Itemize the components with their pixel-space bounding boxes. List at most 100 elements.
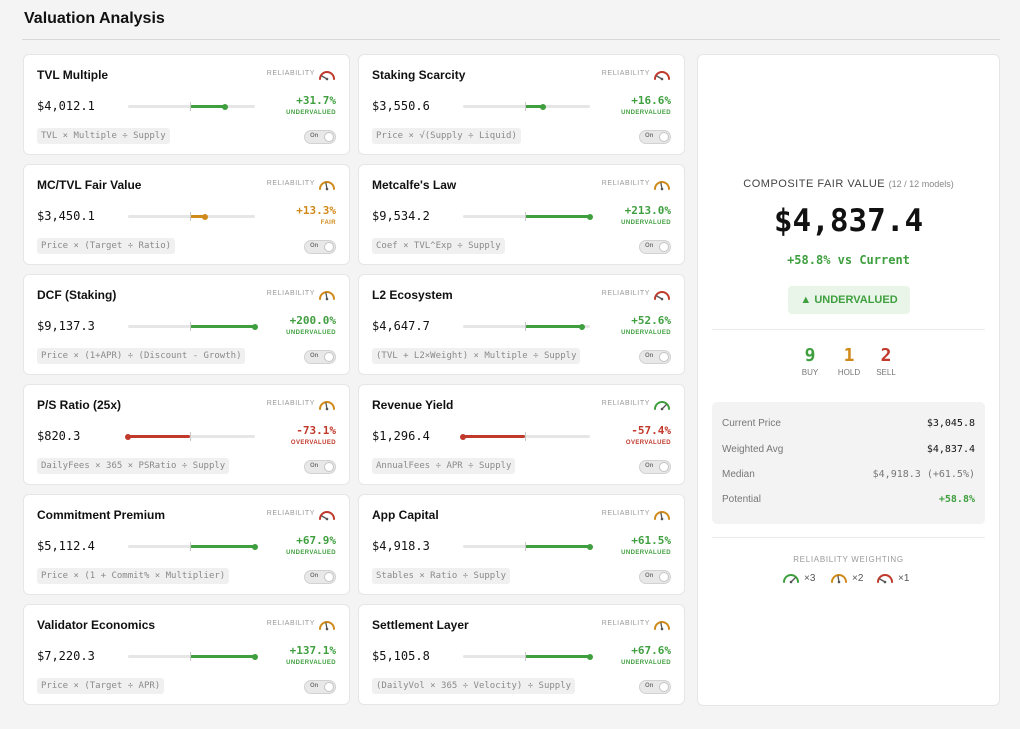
toggle-knob xyxy=(324,132,334,142)
model-card: Revenue Yield RELIABILITY $1,296.4 -57.4% OV… xyxy=(358,384,685,485)
model-card: Staking Scarcity RELIABILITY $3,550.6 +16.6… xyxy=(358,54,685,155)
current-price-marker xyxy=(190,212,191,221)
formula-chip: Coef × TVL^Exp ÷ Supply xyxy=(372,238,505,254)
valuation-dot xyxy=(540,103,546,110)
composite-panel: COMPOSITE FAIR VALUE (12 / 12 models) $4… xyxy=(697,54,1000,706)
composite-badge: ▲ UNDERVALUED xyxy=(788,286,910,314)
toggle-label: On xyxy=(310,243,319,249)
model-toggle[interactable]: On xyxy=(304,350,336,364)
valuation-fill xyxy=(525,325,582,328)
toggle-label: On xyxy=(310,683,319,689)
verdict-label: UNDERVALUED xyxy=(621,330,671,336)
current-price-marker xyxy=(190,432,191,441)
model-toggle[interactable]: On xyxy=(304,570,336,584)
model-value: $3,450.1 xyxy=(37,209,95,223)
change-percent: +137.1% xyxy=(289,644,336,657)
toggle-label: On xyxy=(310,133,319,139)
current-price-marker xyxy=(190,102,191,111)
valuation-fill xyxy=(190,545,255,548)
current-price-marker xyxy=(525,542,526,551)
formula-chip: Price × (Target ÷ Ratio) xyxy=(37,238,176,254)
change-percent: +13.3% xyxy=(296,204,336,217)
reliability-label: RELIABILITY xyxy=(601,510,650,517)
model-toggle[interactable]: On xyxy=(304,240,336,254)
toggle-label: On xyxy=(310,463,319,469)
formula-chip: (TVL + L2×Weight) × Multiple ÷ Supply xyxy=(372,348,581,364)
model-toggle[interactable]: On xyxy=(639,570,671,584)
verdict-label: UNDERVALUED xyxy=(621,110,671,116)
reliability-gauge-icon xyxy=(318,288,336,301)
model-card: App Capital RELIABILITY $4,918.3 +61.5% UNDE… xyxy=(358,494,685,595)
verdict-label: FAIR xyxy=(320,220,336,226)
change-percent: -57.4% xyxy=(631,424,671,437)
tally-sell: 2 SELL xyxy=(866,345,906,377)
verdict-label: UNDERVALUED xyxy=(286,550,336,556)
reliability-label: RELIABILITY xyxy=(266,400,315,407)
reliability-label: RELIABILITY xyxy=(266,620,315,627)
model-name: Revenue Yield xyxy=(372,398,454,412)
toggle-knob xyxy=(659,462,669,472)
reliability-gauge-icon xyxy=(318,618,336,631)
toggle-label: On xyxy=(645,573,654,579)
stat-row: Current Price $3,045.8 xyxy=(722,418,975,432)
reliability-label: RELIABILITY xyxy=(266,290,315,297)
stat-label: Potential xyxy=(722,494,761,505)
formula-chip: Price × (Target ÷ APR) xyxy=(37,678,165,694)
model-toggle[interactable]: On xyxy=(639,460,671,474)
model-value: $3,550.6 xyxy=(372,99,430,113)
change-percent: +61.5% xyxy=(631,534,671,547)
tally-label: SELL xyxy=(876,368,896,377)
reliability-label: RELIABILITY xyxy=(601,620,650,627)
model-name: TVL Multiple xyxy=(37,68,109,82)
model-toggle[interactable]: On xyxy=(639,680,671,694)
reliability-gauge-icon xyxy=(318,508,336,521)
model-toggle[interactable]: On xyxy=(639,130,671,144)
formula-chip: Price × (1 + Commit% × Multiplier) xyxy=(37,568,230,584)
model-card: P/S Ratio (25x) RELIABILITY $820.3 -73.1% OV… xyxy=(23,384,350,485)
toggle-knob xyxy=(659,352,669,362)
tally-count: 9 xyxy=(804,345,816,366)
verdict-label: UNDERVALUED xyxy=(621,220,671,226)
reliability-gauge-icon xyxy=(318,68,336,81)
model-card: L2 Ecosystem RELIABILITY $4,647.7 +52.6% UND… xyxy=(358,274,685,375)
valuation-dot xyxy=(252,653,258,660)
valuation-track xyxy=(463,652,593,661)
weighting-legend: ×3 ×2 ×1 xyxy=(782,572,922,586)
formula-chip: (DailyVol × 365 ÷ Velocity) ÷ Supply xyxy=(372,678,576,694)
valuation-track xyxy=(463,102,590,111)
verdict-label: UNDERVALUED xyxy=(286,110,336,116)
model-toggle[interactable]: On xyxy=(304,460,336,474)
stat-row: Potential +58.8% xyxy=(722,494,975,508)
change-percent: +67.9% xyxy=(296,534,336,547)
model-toggle[interactable]: On xyxy=(639,240,671,254)
tally-count: 2 xyxy=(880,345,892,366)
current-price-marker xyxy=(525,432,526,441)
weighting-multiplier: ×2 xyxy=(852,573,864,584)
valuation-fill xyxy=(190,655,255,658)
valuation-dot xyxy=(587,653,593,660)
model-toggle[interactable]: On xyxy=(639,350,671,364)
valuation-fill xyxy=(525,105,543,108)
model-value: $5,112.4 xyxy=(37,539,95,553)
tally-label: BUY xyxy=(801,368,819,377)
verdict-label: UNDERVALUED xyxy=(286,330,336,336)
change-percent: +67.6% xyxy=(631,644,671,657)
model-toggle[interactable]: On xyxy=(304,130,336,144)
valuation-fill xyxy=(190,325,255,328)
stat-value: $3,045.8 xyxy=(926,418,975,429)
reliability-label: RELIABILITY xyxy=(266,510,315,517)
reliability-gauge-icon xyxy=(318,178,336,191)
toggle-knob xyxy=(324,352,334,362)
model-value: $9,534.2 xyxy=(372,209,430,223)
model-name: App Capital xyxy=(372,508,439,522)
model-value: $4,647.7 xyxy=(372,319,430,333)
verdict-label: OVERVALUED xyxy=(290,440,336,446)
toggle-knob xyxy=(324,462,334,472)
reliability-gauge-icon xyxy=(653,508,671,521)
current-price-marker xyxy=(525,102,526,111)
reliability-gauge-icon xyxy=(653,618,671,631)
stat-value: +58.8% xyxy=(938,494,975,505)
toggle-label: On xyxy=(645,243,654,249)
model-toggle[interactable]: On xyxy=(304,680,336,694)
tally-label: HOLD xyxy=(837,368,861,377)
